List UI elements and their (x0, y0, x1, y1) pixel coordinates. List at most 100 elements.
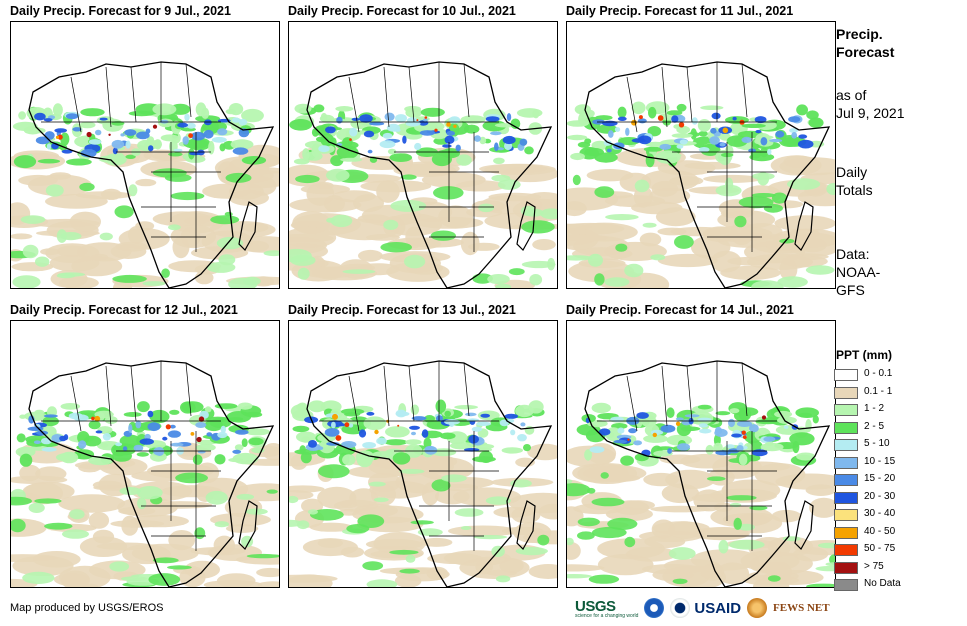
legend-label: 20 - 30 (864, 490, 896, 502)
africa-outline (28, 360, 275, 587)
legend-swatch (834, 456, 858, 469)
country-border (686, 365, 693, 422)
precip-map-canvas (11, 360, 279, 587)
country-border (661, 66, 668, 128)
country-border (348, 76, 360, 133)
legend-swatch (834, 561, 858, 574)
legend-swatch (834, 439, 858, 451)
legend-swatch (834, 526, 858, 539)
forecast-panel-6: Daily Precip. Forecast for 14 Jul., 2021 (566, 303, 836, 588)
madagascar-outline (238, 201, 258, 251)
panel-title: Daily Precip. Forecast for 12 Jul., 2021 (10, 303, 238, 317)
country-border (626, 375, 638, 432)
panel-title: Daily Precip. Forecast for 13 Jul., 2021 (288, 303, 516, 317)
legend-swatch (834, 544, 858, 556)
forecast-panel-1: Daily Precip. Forecast for 9 Jul., 2021 (10, 4, 280, 289)
legend-label: 2 - 5 (864, 420, 885, 432)
country-border (463, 362, 470, 417)
legend-swatch (834, 579, 858, 591)
forecast-panel-5: Daily Precip. Forecast for 13 Jul., 2021 (288, 303, 558, 588)
country-border (383, 66, 390, 128)
legend-swatch (834, 491, 858, 504)
noaa-logo-icon (644, 598, 665, 618)
africa-outline (28, 61, 275, 288)
country-border (408, 66, 415, 123)
precip-map-canvas (11, 61, 279, 288)
madagascar-outline (238, 500, 258, 550)
logo-strip: USGS science for a changing world USAID … (575, 595, 830, 621)
panel-title: Daily Precip. Forecast for 10 Jul., 2021 (288, 4, 516, 18)
country-border (348, 375, 360, 432)
forecast-panel-4: Daily Precip. Forecast for 12 Jul., 2021 (10, 303, 280, 588)
madagascar-outline (794, 500, 814, 550)
map-credit: Map produced by USGS/EROS (10, 602, 164, 614)
country-border (741, 362, 748, 417)
country-border (661, 365, 668, 427)
legend-swatch (834, 369, 858, 381)
forecast-panel-2: Daily Precip. Forecast for 10 Jul., 2021 (288, 4, 558, 289)
forecast-panel-3: Daily Precip. Forecast for 11 Jul., 2021 (566, 4, 836, 289)
sidebar-asof: as of Jul 9, 2021 (836, 87, 905, 121)
precip-fields (289, 399, 557, 587)
legend-label: 50 - 75 (864, 543, 896, 554)
country-border (741, 63, 748, 118)
legend-label: 1 - 2 (864, 403, 885, 414)
precip-fields (11, 102, 279, 288)
country-border (383, 365, 390, 427)
africa-outline (584, 61, 831, 288)
country-border (130, 365, 137, 422)
africa-outline (306, 61, 553, 288)
precip-map (288, 320, 558, 588)
sidebar-data-source: Data: NOAA- GFS (836, 246, 881, 298)
precip-fields (567, 402, 835, 587)
country-border (408, 365, 415, 422)
country-border (626, 76, 638, 133)
legend-swatch (834, 386, 858, 399)
country-border (463, 63, 470, 118)
precip-map-canvas (567, 61, 835, 288)
country-border (105, 365, 112, 427)
country-border (70, 375, 82, 432)
panel-title: Daily Precip. Forecast for 9 Jul., 2021 (10, 4, 231, 18)
legend-swatch (834, 509, 858, 521)
legend-swatch (834, 421, 858, 434)
panel-title: Daily Precip. Forecast for 11 Jul., 2021 (566, 4, 794, 18)
fews-globe-icon (747, 598, 768, 618)
precip-map (566, 320, 836, 588)
precip-fields (567, 101, 835, 288)
country-border (185, 362, 192, 417)
sidebar-totals: Daily Totals (836, 164, 873, 198)
legend-label: No Data (864, 578, 901, 589)
panel-title: Daily Precip. Forecast for 14 Jul., 2021 (566, 303, 794, 317)
precip-map (10, 320, 280, 588)
legend-label: > 75 (864, 560, 884, 572)
madagascar-outline (794, 201, 814, 251)
africa-outline (306, 360, 553, 587)
madagascar-outline (516, 201, 536, 251)
usaid-logo: USAID (694, 599, 742, 617)
legend-title: PPT (mm) (836, 348, 893, 362)
precip-fields (289, 103, 557, 288)
africa-outline (584, 360, 831, 587)
precip-map (288, 21, 558, 289)
precip-map-canvas (289, 360, 557, 587)
legend-label: 0 - 0.1 (864, 368, 893, 379)
country-border (70, 76, 82, 133)
country-border (130, 66, 137, 123)
legend-label: 40 - 50 (864, 525, 896, 537)
sidebar-heading: Precip. Forecast (836, 26, 895, 60)
country-border (686, 66, 693, 123)
precip-map-canvas (567, 360, 835, 587)
legend-label: 30 - 40 (864, 508, 896, 519)
legend-label: 0.1 - 1 (864, 385, 893, 397)
precip-map-canvas (289, 61, 557, 288)
country-border (185, 63, 192, 118)
madagascar-outline (516, 500, 536, 550)
legend-swatch (834, 474, 858, 486)
precip-fields (11, 401, 279, 587)
legend-label: 10 - 15 (864, 455, 896, 467)
legend-swatch (834, 404, 858, 416)
precip-map (10, 21, 280, 289)
legend-label: 15 - 20 (864, 473, 896, 484)
country-border (105, 66, 112, 128)
